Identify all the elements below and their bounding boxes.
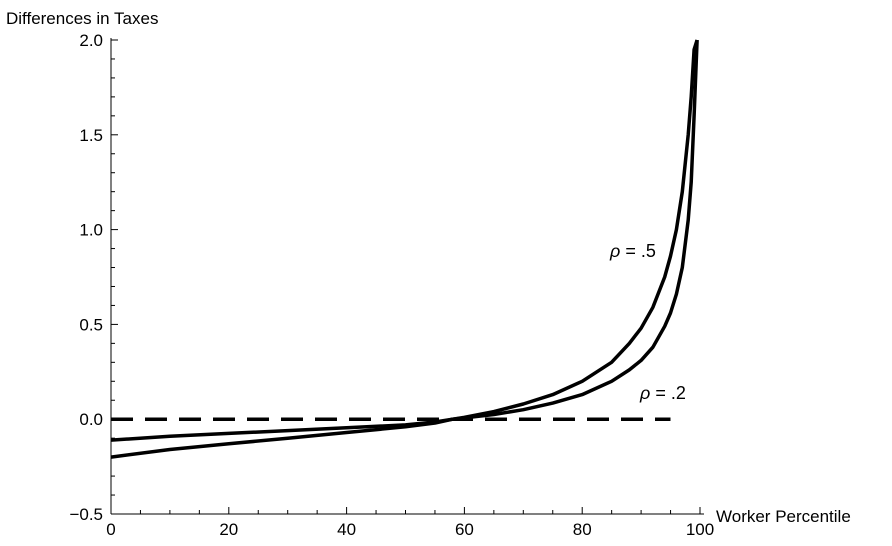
x-ticks: 0 20 40 60 80 100 <box>106 507 714 539</box>
y-tick-label: 2.0 <box>79 31 103 50</box>
x-tick-label: 0 <box>106 520 115 539</box>
series-layer <box>110 39 699 459</box>
x-tick-label: 100 <box>686 520 714 539</box>
x-tick-label: 40 <box>337 520 356 539</box>
series-label-2: ρ = .2 <box>639 383 686 403</box>
y-tick-label: 1.0 <box>79 221 103 240</box>
y-tick-label: −0.5 <box>69 505 103 524</box>
x-tick-label: 80 <box>573 520 592 539</box>
y-axis-title: Differences in Taxes <box>6 9 158 28</box>
series-labels: ρ = .5 ρ = .2 <box>609 241 686 403</box>
series-label-1: ρ = .5 <box>609 241 656 261</box>
y-tick-label: 0.5 <box>79 315 103 334</box>
y-ticks: −0.5 0.0 0.5 1.0 1.5 2.0 <box>69 31 118 524</box>
y-tick-label: 0.0 <box>79 410 103 429</box>
series-line-2 <box>110 39 699 442</box>
x-axis-title: Worker Percentile <box>716 507 851 526</box>
x-tick-label: 60 <box>455 520 474 539</box>
x-tick-label: 20 <box>219 520 238 539</box>
series-line-1 <box>110 39 699 459</box>
plot-area: 0 20 40 60 80 100 −0.50.00.51.01.52.0 ρ = .5ρ… <box>69 31 714 539</box>
y-tick-label: 1.5 <box>79 126 103 145</box>
